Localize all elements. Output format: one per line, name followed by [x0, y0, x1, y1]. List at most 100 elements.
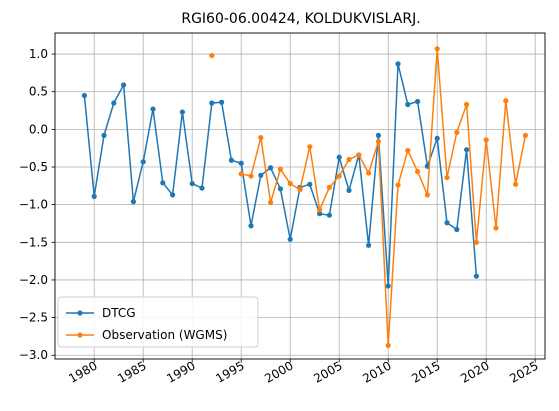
data-point-wgms — [473, 239, 479, 245]
data-point-dtcg — [121, 82, 127, 88]
data-point-dtcg — [179, 109, 185, 115]
data-point-dtcg — [170, 192, 176, 198]
data-point-wgms — [434, 46, 440, 52]
y-tick-label: −2.0 — [19, 273, 48, 287]
y-tick-label: −0.5 — [19, 160, 48, 174]
data-point-wgms — [238, 171, 244, 177]
x-tick-label: 1990 — [164, 358, 197, 385]
x-tick-label: 1995 — [213, 358, 246, 385]
data-point-wgms — [405, 147, 411, 154]
data-point-dtcg — [405, 101, 411, 108]
x-tick-label: 2010 — [360, 358, 393, 385]
data-point-dtcg — [375, 132, 381, 138]
data-point-dtcg — [415, 98, 421, 105]
data-point-dtcg — [248, 223, 254, 229]
data-point-dtcg — [464, 147, 470, 153]
x-tick-label: 2000 — [262, 358, 295, 385]
x-tick-label: 2005 — [311, 358, 344, 385]
data-point-wgms — [454, 129, 460, 135]
data-point-dtcg — [287, 236, 293, 242]
data-point-wgms — [444, 174, 450, 181]
data-point-dtcg — [238, 160, 244, 166]
legend: DTCG Observation (WGMS) — [57, 296, 259, 348]
data-point-wgms — [366, 170, 372, 176]
y-tick-label: −1.0 — [19, 198, 48, 212]
x-tick-label: 2025 — [507, 358, 540, 385]
data-point-dtcg — [111, 100, 117, 106]
data-point-wgms — [297, 187, 303, 193]
data-point-wgms — [336, 173, 342, 179]
data-point-dtcg — [101, 132, 107, 138]
data-point-dtcg — [385, 283, 391, 289]
legend-swatch-dtcg-marker — [77, 310, 83, 316]
data-point-wgms — [464, 101, 470, 108]
data-point-wgms — [317, 207, 323, 213]
data-point-wgms — [326, 184, 332, 190]
data-point-wgms — [424, 192, 430, 198]
data-point-dtcg — [307, 181, 313, 187]
data-point-dtcg — [228, 157, 234, 163]
data-point-dtcg — [395, 61, 401, 67]
data-point-wgms — [356, 152, 362, 158]
data-point-dtcg — [336, 154, 342, 160]
data-point-dtcg — [473, 273, 479, 279]
data-point-dtcg — [444, 220, 450, 226]
chart-title: RGI60-06.00424, KOLDUKVISLARJ. — [181, 11, 420, 27]
data-point-dtcg — [317, 211, 323, 217]
x-tick-label: 1980 — [66, 358, 99, 385]
data-point-dtcg — [366, 242, 372, 248]
data-point-dtcg — [81, 92, 87, 99]
series-layer — [81, 46, 529, 349]
data-point-wgms — [209, 52, 215, 59]
data-point-dtcg — [258, 172, 264, 178]
x-tick-label: 1985 — [115, 358, 148, 385]
y-tick-label: −1.5 — [19, 235, 48, 249]
grid-layer — [55, 33, 545, 359]
data-point-wgms — [483, 137, 489, 143]
data-point-wgms — [277, 166, 283, 172]
y-tick-label: −2.5 — [19, 311, 48, 325]
data-point-dtcg — [91, 193, 97, 199]
data-point-wgms — [503, 98, 509, 104]
legend-box — [57, 296, 259, 348]
data-point-wgms — [375, 138, 381, 145]
data-point-dtcg — [346, 187, 352, 193]
data-point-wgms — [493, 225, 499, 231]
data-point-wgms — [268, 199, 274, 205]
data-point-dtcg — [160, 180, 166, 186]
data-point-dtcg — [199, 185, 205, 191]
data-point-wgms — [346, 156, 352, 163]
series-line-wgms — [241, 48, 527, 347]
data-point-dtcg — [277, 186, 283, 192]
y-tick-label: −3.0 — [19, 348, 48, 362]
data-point-wgms — [258, 135, 264, 141]
data-point-dtcg — [326, 212, 332, 218]
data-point-wgms — [307, 144, 313, 150]
x-tick-label: 2015 — [409, 358, 442, 385]
data-point-wgms — [287, 180, 293, 187]
legend-swatch-wgms-marker — [77, 332, 83, 338]
data-point-dtcg — [454, 226, 460, 233]
data-point-dtcg — [189, 180, 195, 187]
legend-label-dtcg: DTCG — [102, 306, 136, 320]
y-tick-label: 1.0 — [29, 47, 48, 61]
data-point-dtcg — [268, 165, 274, 171]
data-point-dtcg — [209, 100, 215, 106]
y-tick-label: 0.0 — [29, 122, 48, 136]
data-point-dtcg — [140, 159, 146, 165]
data-point-wgms — [248, 173, 254, 179]
y-tick-label: 0.5 — [29, 85, 48, 99]
data-point-dtcg — [219, 99, 225, 105]
data-point-dtcg — [130, 199, 136, 205]
data-point-dtcg — [434, 135, 440, 142]
data-point-wgms — [385, 342, 391, 349]
data-point-wgms — [395, 182, 401, 188]
x-tick-label: 2020 — [458, 358, 491, 385]
data-point-dtcg — [150, 106, 156, 112]
data-point-wgms — [513, 181, 519, 187]
plot-frame — [54, 32, 546, 360]
data-point-wgms — [522, 132, 529, 138]
legend-label-wgms: Observation (WGMS) — [102, 328, 227, 342]
